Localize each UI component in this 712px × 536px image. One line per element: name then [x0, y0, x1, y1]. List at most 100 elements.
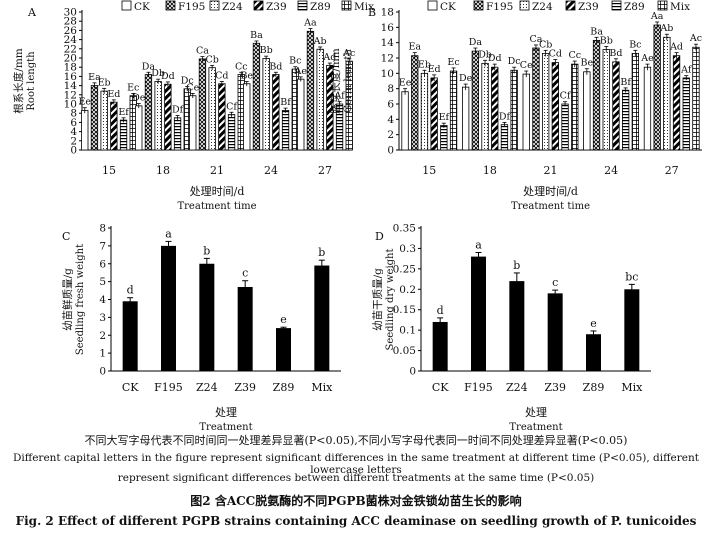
significance-label: Bb: [260, 45, 273, 56]
significance-label: c: [552, 276, 558, 289]
bar-Z24: [316, 48, 324, 151]
significance-label: Ce: [186, 82, 199, 93]
bar-CK: [432, 321, 448, 371]
significance-label: Ad: [322, 52, 336, 63]
y-tick-label: 0: [387, 145, 394, 157]
legend-swatch-CK: [121, 0, 132, 11]
significance-label: d: [437, 304, 444, 317]
significance-label: bc: [625, 270, 638, 283]
legend-label-CK: CK: [440, 1, 456, 13]
bar-Z89: [173, 117, 182, 151]
bar-Mix: [449, 70, 458, 151]
y-tick-label: 16: [64, 71, 78, 83]
x-tick-label: F195: [154, 381, 183, 394]
x-tick-label: 21: [210, 164, 224, 177]
legend-label-Mix: Mix: [354, 1, 374, 13]
y-tick-label: 26: [64, 25, 78, 37]
significance-label: Af: [333, 91, 346, 102]
bar-CK: [243, 83, 251, 151]
x-tick-label: 24: [264, 164, 278, 177]
y-tick-label: 5: [99, 276, 106, 288]
significance-label: Cf: [560, 91, 572, 102]
bar-Z24: [420, 72, 429, 151]
bar-Z89: [622, 89, 630, 151]
significance-label: Bd: [609, 48, 622, 59]
significance-label: Dc: [181, 76, 194, 87]
bar-CK: [522, 73, 530, 151]
x-tick-label: CK: [432, 381, 449, 394]
significance-label: Ed: [428, 64, 441, 75]
bar-Z39: [237, 286, 253, 371]
y-tick-label: 0.2: [399, 284, 416, 296]
significance-label: Bb: [600, 36, 613, 47]
significance-label: Ec: [447, 57, 459, 68]
y-tick-label: 0.1: [399, 325, 416, 337]
y-axis-title-english: Germ length: [343, 49, 354, 113]
y-tick-label: 16: [381, 22, 395, 34]
y-tick-label: 28: [64, 16, 77, 28]
bar-F195: [144, 74, 153, 151]
significance-label: Ba: [590, 26, 603, 37]
bar-Z89: [276, 328, 291, 371]
bar-CK: [189, 95, 197, 151]
y-tick-label: 30: [64, 7, 77, 19]
legend: CK F195 Z24 Z39 Z89 Mix: [427, 0, 690, 13]
legend-swatch-CK: [427, 0, 438, 11]
x-tick-label: 24: [604, 164, 618, 177]
bar-Z89: [440, 125, 448, 151]
y-tick-label: 18: [381, 7, 394, 19]
y-tick-label: 20: [64, 53, 77, 65]
significance-label: Db: [478, 49, 492, 60]
bar-Z24: [100, 90, 108, 151]
significance-label: Ce: [520, 60, 533, 71]
significance-label: Af: [680, 65, 693, 76]
significance-label: De: [459, 73, 473, 84]
y-tick-label: 0.05: [393, 345, 416, 357]
y-tick-label: 0: [409, 366, 416, 378]
x-tick-label: Z24: [196, 381, 218, 394]
x-axis-title-english: Treatment time: [177, 201, 256, 212]
legend-label-F195: F195: [178, 1, 205, 13]
panel-label-D: D: [375, 230, 384, 243]
legend-swatch-Z39: [253, 0, 264, 11]
significance-label: Cb: [539, 39, 552, 50]
x-tick-label: 27: [665, 164, 679, 177]
significance-note-chinese: 不同大写字母代表不同时间同一处理差异显著(P<0.05),不同小写字母代表同一时…: [84, 434, 628, 447]
panel-label-B: B: [368, 6, 376, 19]
y-axis-title-english: Root length: [26, 51, 37, 111]
y-tick-label: 4: [99, 294, 106, 306]
x-axis-title-chinese: 处理时间/d: [190, 185, 245, 198]
significance-label: Ea: [88, 72, 101, 83]
legend-label-Z24: Z24: [222, 1, 243, 13]
legend-swatch-F195: [473, 0, 484, 11]
significance-label: Ea: [408, 42, 421, 53]
figure-title-english: Fig. 2 Effect of different PGPB strains …: [15, 514, 697, 528]
y-tick-label: 2: [70, 135, 77, 147]
bar-Z24: [542, 53, 550, 151]
y-axis-title-chinese: 幼苗干质量/g: [371, 268, 384, 331]
y-tick-label: 0.3: [399, 243, 416, 255]
significance-label: Ca: [529, 34, 542, 45]
significance-label: Df: [172, 105, 185, 116]
bar-Z24: [154, 81, 162, 151]
bar-Z89: [561, 103, 569, 151]
legend-label-Z39: Z39: [266, 1, 287, 13]
significance-label: Bf: [620, 77, 632, 88]
significance-label: Ef: [439, 112, 451, 123]
significance-label: Ca: [196, 46, 209, 57]
x-tick-label: F195: [464, 381, 493, 394]
bar-F195: [653, 24, 661, 151]
significance-label: Aa: [650, 11, 664, 22]
bar-Mix: [631, 53, 639, 151]
x-tick-label: Mix: [311, 381, 333, 394]
x-tick-label: 15: [422, 164, 436, 177]
legend-swatch-Mix: [341, 0, 352, 11]
significance-label: Bc: [629, 39, 641, 50]
significance-label: Ae: [294, 66, 308, 77]
x-tick-label: 18: [483, 164, 497, 177]
y-tick-label: 0.25: [393, 263, 416, 275]
y-tick-label: 4: [70, 126, 77, 138]
legend-swatch-Z39: [565, 0, 576, 11]
